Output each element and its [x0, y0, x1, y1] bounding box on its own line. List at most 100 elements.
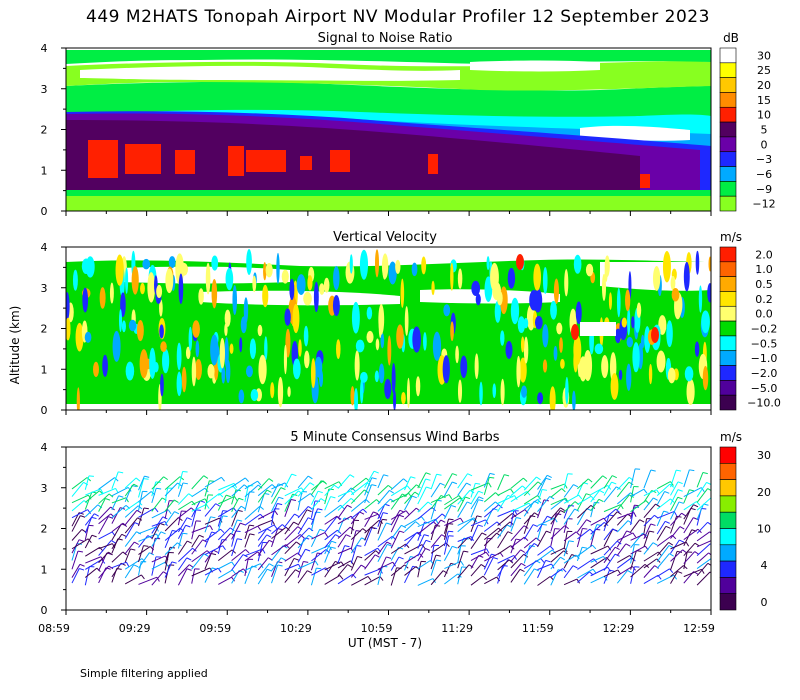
wind-barb-flag [678, 501, 684, 504]
wind-barb-flag [562, 568, 567, 573]
vv-streak [500, 378, 505, 406]
wind-barb-flag [406, 485, 411, 490]
wind-barb-flag [425, 548, 431, 551]
wind-barb-flag [436, 559, 442, 562]
wind-barb-flag [639, 519, 645, 523]
vv-streak [159, 299, 163, 317]
vv-streak [564, 269, 569, 297]
wind-barb [204, 567, 219, 576]
wind-barb [670, 481, 679, 496]
wind-barb-flag [360, 564, 366, 569]
wind-barb [244, 491, 250, 512]
wind-barb [178, 500, 193, 511]
wind-barb-flag [590, 495, 595, 501]
snr-band-green-top [66, 50, 711, 64]
vv-streak [375, 249, 380, 278]
wind-barb [138, 535, 149, 548]
wind-barb [550, 556, 561, 570]
wind-barb-flag [182, 482, 188, 485]
wind-barb [417, 501, 429, 513]
wind-barb [284, 558, 295, 577]
wind-barb [617, 511, 634, 519]
wind-barb [497, 545, 512, 555]
vv-streak [492, 383, 497, 398]
wind-barb [590, 490, 600, 503]
wind-barb-flag [362, 508, 367, 513]
wind-barb [364, 527, 371, 541]
wind-barb-flag [137, 517, 143, 521]
wind-barb [603, 546, 616, 564]
wind-barb [563, 540, 570, 557]
wind-barb [430, 474, 438, 490]
wind-barb [483, 538, 488, 554]
wind-barb-flag [612, 528, 618, 532]
wind-barb [84, 517, 93, 534]
snr-red-cell [88, 140, 118, 178]
wind-barb-flag [504, 474, 510, 477]
colorbar-swatch [719, 335, 737, 352]
wind-barb-flag [706, 481, 711, 485]
wind-barb [257, 563, 270, 579]
wind-barb [643, 558, 658, 569]
vv-streak [176, 342, 182, 371]
vv-streak [431, 280, 435, 296]
wind-barb [590, 517, 605, 526]
vv-streak [349, 254, 353, 274]
wind-barb [138, 546, 151, 555]
wind-barb [218, 569, 233, 579]
wind-barb [297, 537, 305, 555]
wind-barb [643, 531, 650, 548]
wind-barb-flag [285, 526, 290, 531]
vv-streak [318, 369, 324, 388]
wind-barb-flag [94, 513, 99, 517]
wind-barb-flag [307, 517, 313, 521]
wind-barb [550, 483, 565, 490]
vv-streak [198, 288, 204, 305]
wind-barb [550, 498, 565, 510]
wind-barb [377, 498, 391, 512]
vv-streak [432, 331, 442, 361]
vv-streak [72, 269, 78, 291]
wind-barb [510, 510, 515, 527]
colorbar-label: −2.0 [751, 367, 778, 380]
y-tick-label: 3 [41, 83, 48, 96]
wind-barb-flag [506, 524, 512, 528]
wind-barb [590, 555, 604, 563]
wind-barb [537, 517, 555, 527]
vv-streak [238, 389, 245, 404]
wind-barb [444, 573, 459, 585]
wind-barb [457, 536, 469, 549]
colorbar-swatch [719, 479, 737, 497]
wind-barb-flag [382, 518, 388, 521]
wind-barb [643, 523, 652, 540]
wind-barb [670, 470, 677, 488]
vv-streak [450, 262, 454, 291]
vv-streak [505, 341, 513, 359]
wind-barb-flag [335, 534, 340, 538]
wind-barb-flag [314, 560, 319, 566]
wind-barb-flag [88, 475, 94, 477]
wind-barb [550, 510, 561, 525]
y-tick-label: 3 [41, 482, 48, 495]
wind-barb [257, 528, 268, 541]
x-tick-label: 12:59 [683, 622, 715, 635]
wind-barb [457, 537, 465, 555]
wind-barb-flag [541, 489, 548, 491]
vv-heatmap [66, 247, 711, 410]
wind-barb [84, 490, 100, 503]
wind-barb [191, 498, 206, 506]
wind-barb [191, 553, 205, 570]
wind-barb [603, 514, 610, 532]
wind-barb-flag [141, 574, 145, 580]
wind-barb-flag [337, 529, 342, 535]
wind-barb [164, 511, 175, 526]
vv-streak [211, 278, 218, 309]
wind-barb [696, 543, 711, 557]
wind-barb [457, 496, 466, 512]
vv-streak [292, 303, 300, 334]
wind-barb [204, 528, 221, 542]
wind-barb [683, 469, 690, 488]
wind-barb-flag [515, 538, 521, 541]
vv-streak [142, 258, 151, 270]
colorbar-swatch [719, 544, 737, 562]
